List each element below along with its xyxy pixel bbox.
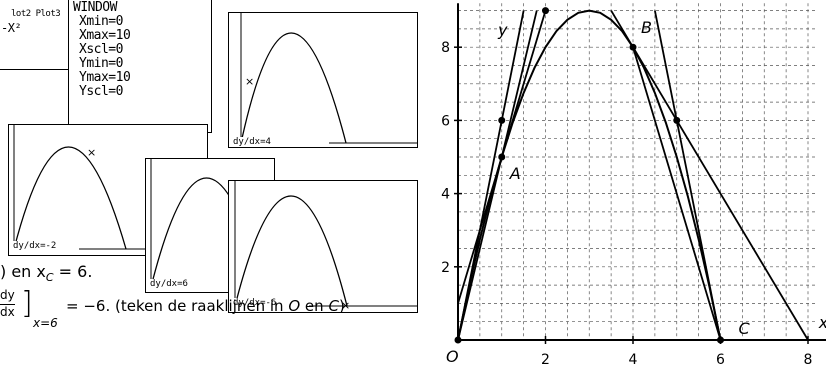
- y-tick-label: 8: [441, 40, 450, 56]
- page: lot2 Plot3 -X² WINDOWXmin=0Xmax=10Xscl=0…: [0, 0, 826, 371]
- point: [542, 7, 549, 14]
- graph: 2 4 6 8 2 4 6 8 y x O A B C: [0, 0, 826, 371]
- origin-label: O: [446, 347, 459, 366]
- point-label: C: [739, 319, 751, 338]
- x-tick-label: 2: [541, 352, 550, 368]
- axis-label: y: [497, 20, 508, 39]
- axis-label: x: [818, 313, 826, 332]
- point: [717, 337, 724, 344]
- point: [673, 117, 680, 124]
- point: [498, 154, 505, 161]
- point: [630, 44, 637, 51]
- y-tick-label: 6: [441, 113, 450, 129]
- point-label: A: [509, 164, 521, 183]
- point: [498, 117, 505, 124]
- point: [455, 337, 462, 344]
- x-tick-label: 4: [629, 352, 638, 368]
- x-tick-label: 6: [716, 352, 725, 368]
- point-label: B: [641, 18, 652, 37]
- y-tick-label: 4: [441, 187, 450, 203]
- x-tick-label: 8: [804, 352, 813, 368]
- y-tick-label: 2: [441, 260, 450, 276]
